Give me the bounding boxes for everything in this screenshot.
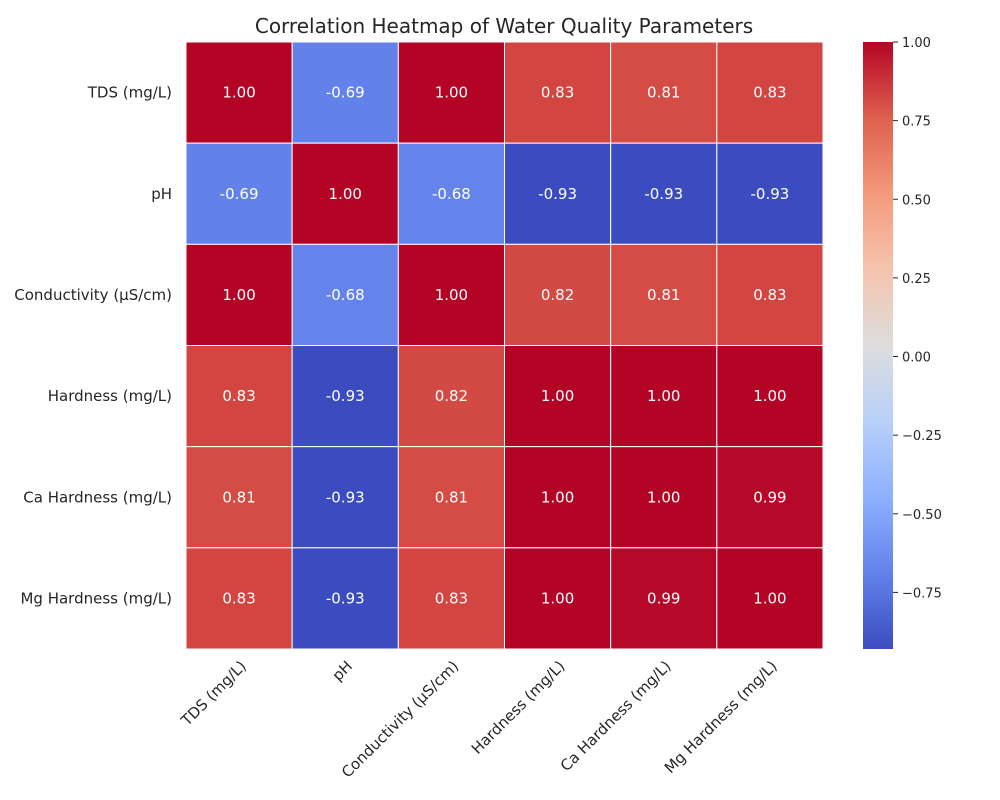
colorbar-tick-label: −0.75 <box>902 586 942 601</box>
heatmap-cell-label: 1.00 <box>329 185 362 203</box>
heatmap-cell-label: -0.68 <box>326 286 365 304</box>
x-tick-label: Mg Hardness (mg/L) <box>661 657 781 777</box>
heatmap-cell <box>185 446 293 549</box>
heatmap-cell-label: -0.69 <box>326 84 365 102</box>
colorbar-tick-label: 0.00 <box>902 351 931 366</box>
heatmap-cell-label: 0.81 <box>435 488 468 506</box>
heatmap-cell-label: 1.00 <box>541 589 574 607</box>
x-tick-label: pH <box>329 657 356 684</box>
y-tick-label: Conductivity (µS/cm) <box>14 286 172 304</box>
heatmap-cell-labels: 1.00 -0.69 1.00 0.83 0.81 0.83 -0.69 1.00 -0.68 -… <box>220 84 790 608</box>
heatmap-cell-label: -0.68 <box>432 185 471 203</box>
x-tick-label: Conductivity (µS/cm) <box>338 657 462 781</box>
colorbar-tick-label: 0.50 <box>902 193 931 208</box>
heatmap-cell <box>610 243 718 346</box>
heatmap-cell <box>397 345 506 448</box>
heatmap-cell <box>716 41 824 144</box>
heatmap-cell-label: -0.69 <box>220 185 259 203</box>
heatmap-cell-label: 0.82 <box>541 286 574 304</box>
heatmap-cells <box>185 41 824 650</box>
colorbar-tick-label: −0.25 <box>902 429 942 444</box>
heatmap-cell <box>610 345 718 448</box>
heatmap-cell-label: 0.83 <box>222 589 255 607</box>
heatmap-cell-label: 1.00 <box>222 84 255 102</box>
heatmap-cell-label: 0.99 <box>753 488 786 506</box>
y-tick-label: Mg Hardness (mg/L) <box>20 589 172 607</box>
heatmap-cell <box>610 547 718 650</box>
heatmap-cell-label: -0.93 <box>326 387 365 405</box>
heatmap-cell <box>504 345 612 448</box>
heatmap-cell <box>716 345 824 448</box>
heatmap-cell-label: 1.00 <box>222 286 255 304</box>
heatmap-cell <box>610 41 718 144</box>
heatmap-cell <box>504 547 612 650</box>
heatmap-cell <box>397 243 506 346</box>
x-tick-label: TDS (mg/L) <box>177 657 250 730</box>
heatmap-cell-label: 0.82 <box>435 387 468 405</box>
heatmap-cell-label: 0.83 <box>753 84 786 102</box>
colorbar-tick-label: −0.50 <box>902 508 942 523</box>
heatmap-cell <box>504 243 612 346</box>
heatmap-cell <box>716 547 824 650</box>
heatmap-cell <box>185 41 293 144</box>
heatmap-cell-label: 1.00 <box>647 488 680 506</box>
heatmap-cell <box>185 547 293 650</box>
heatmap-cell-label: 0.99 <box>647 589 680 607</box>
heatmap-cell <box>291 41 399 144</box>
colorbar-tick-label: 1.00 <box>902 36 931 51</box>
heatmap-cell-label: -0.93 <box>751 185 790 203</box>
heatmap-cell-label: 1.00 <box>753 387 786 405</box>
heatmap-cell-label: 0.81 <box>222 488 255 506</box>
heatmap-cell-label: 0.81 <box>647 286 680 304</box>
y-tick-label: pH <box>151 185 172 203</box>
heatmap-cell <box>397 446 506 549</box>
y-tick-label: Hardness (mg/L) <box>48 387 172 405</box>
colorbar-tick-label: 0.25 <box>902 272 931 287</box>
heatmap-cell-label: 0.83 <box>753 286 786 304</box>
heatmap-cell <box>291 142 399 245</box>
chart-title: Correlation Heatmap of Water Quality Par… <box>255 14 753 38</box>
heatmap-cell-label: -0.93 <box>326 488 365 506</box>
colorbar-gradient <box>863 42 893 649</box>
heatmap-cell-label: 1.00 <box>435 84 468 102</box>
heatmap-cell <box>291 243 399 346</box>
heatmap-cell <box>291 345 399 448</box>
heatmap-cell <box>504 446 612 549</box>
heatmap-cell-label: 0.81 <box>647 84 680 102</box>
heatmap-cell-label: 0.83 <box>541 84 574 102</box>
heatmap-cell <box>716 446 824 549</box>
heatmap-cell-label: 1.00 <box>753 589 786 607</box>
colorbar: 1.00 0.75 0.50 0.25 0.00 −0.25 −0.50 −0.75 <box>863 36 942 649</box>
heatmap-cell-label: -0.93 <box>538 185 577 203</box>
heatmap-cell-label: 0.83 <box>435 589 468 607</box>
heatmap-cell <box>185 345 293 448</box>
heatmap-cell <box>610 446 718 549</box>
heatmap-cell <box>397 41 506 144</box>
heatmap-cell <box>504 142 612 245</box>
heatmap-cell-label: -0.93 <box>644 185 683 203</box>
heatmap-cell-label: -0.93 <box>326 589 365 607</box>
heatmap-cell-label: 1.00 <box>647 387 680 405</box>
heatmap-cell <box>185 243 293 346</box>
colorbar-tick-label: 0.75 <box>902 115 931 130</box>
heatmap-cell <box>716 142 824 245</box>
y-axis-labels: TDS (mg/L) pH Conductivity (µS/cm) Hardness… <box>14 84 172 608</box>
heatmap-cell-label: 0.83 <box>222 387 255 405</box>
heatmap-cell-label: 1.00 <box>541 387 574 405</box>
x-tick-label: Hardness (mg/L) <box>468 657 569 758</box>
heatmap-cell-label: 1.00 <box>435 286 468 304</box>
y-tick-label: TDS (mg/L) <box>87 84 172 102</box>
x-tick-label: Ca Hardness (mg/L) <box>557 657 675 775</box>
heatmap-cell <box>716 243 824 346</box>
heatmap-cell-label: 1.00 <box>541 488 574 506</box>
heatmap-cell <box>504 41 612 144</box>
y-tick-label: Ca Hardness (mg/L) <box>23 488 172 506</box>
